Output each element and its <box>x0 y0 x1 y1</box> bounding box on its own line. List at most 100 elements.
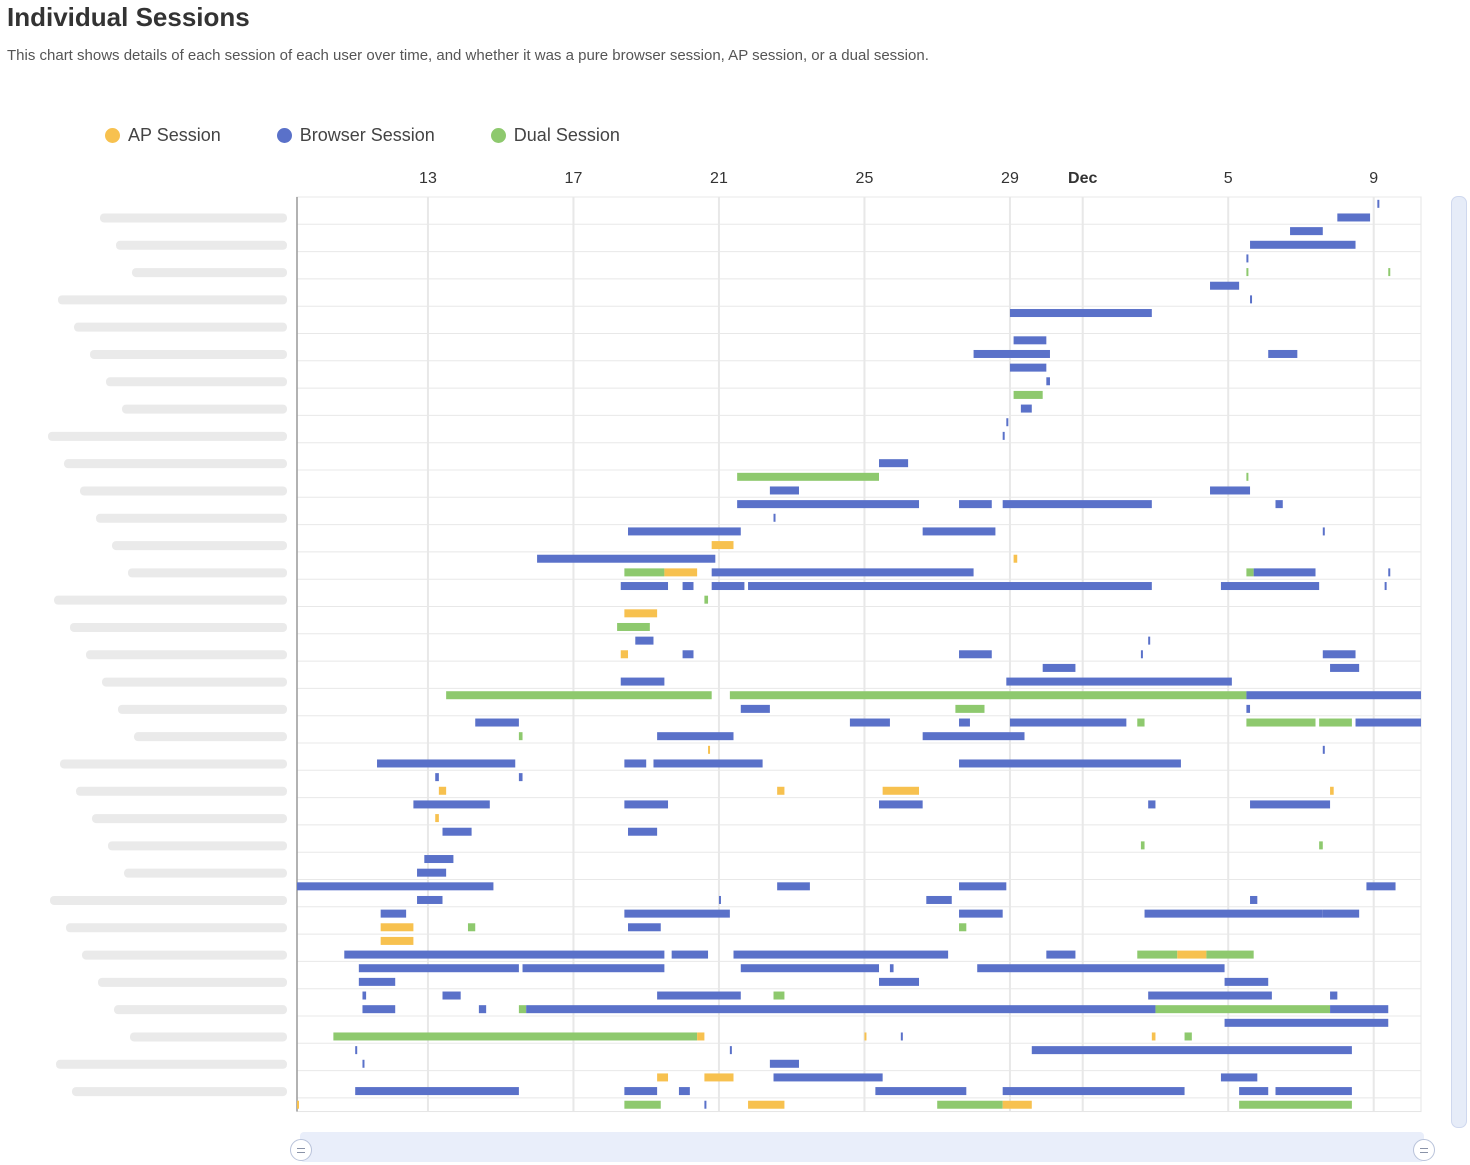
session-bar-browser <box>740 964 880 973</box>
session-bar-browser <box>922 527 996 536</box>
session-bar-browser <box>1322 527 1325 536</box>
row-label-placeholder <box>74 322 287 332</box>
legend-item-dual[interactable]: Dual Session <box>490 125 620 146</box>
row-label-placeholder <box>72 1087 287 1097</box>
session-bar-browser <box>1250 295 1253 304</box>
session-bar-ap <box>1013 554 1018 563</box>
session-bar-browser <box>628 527 741 536</box>
session-bar-dual <box>446 691 712 700</box>
session-bar-browser <box>1002 1087 1185 1096</box>
session-bar-browser <box>1322 909 1360 918</box>
session-bar-browser <box>977 964 1225 973</box>
legend-dot-browser <box>276 128 292 143</box>
legend-item-ap[interactable]: AP Session <box>105 125 221 146</box>
session-bar-browser <box>711 582 745 591</box>
session-bar-browser <box>1330 991 1338 1000</box>
session-bar-browser <box>435 773 439 782</box>
session-bar-browser <box>773 1073 883 1082</box>
row-label-placeholder <box>82 950 287 960</box>
session-bar-browser <box>424 855 454 864</box>
legend-item-browser[interactable]: Browser Session <box>276 125 435 146</box>
session-bar-browser <box>777 882 810 891</box>
session-bar-dual <box>1388 268 1391 277</box>
session-bar-browser <box>1250 240 1356 249</box>
page-subtitle: This chart shows details of each session… <box>7 47 929 64</box>
session-bar-browser <box>1046 377 1050 386</box>
row-label-placeholder <box>58 295 287 305</box>
session-bar-browser <box>900 1032 903 1041</box>
session-bar-dual <box>1246 568 1254 577</box>
session-bar-ap <box>624 609 658 618</box>
session-bar-browser <box>1148 636 1151 645</box>
row-label-placeholder <box>48 431 287 441</box>
session-bar-ap <box>1151 1032 1156 1041</box>
session-bar-browser <box>1337 213 1371 222</box>
session-bar-browser <box>1224 1018 1389 1027</box>
session-bar-browser <box>733 950 949 959</box>
session-bar-browser <box>1330 1005 1389 1014</box>
session-bar-browser <box>442 991 461 1000</box>
session-bar-ap <box>1330 786 1334 795</box>
row-label-placeholder <box>92 814 287 824</box>
session-bar-browser <box>1140 650 1143 659</box>
session-bar-browser <box>879 977 920 986</box>
session-bar-browser <box>1210 486 1251 495</box>
session-bar-browser <box>1322 745 1325 754</box>
session-bar-browser <box>678 1087 690 1096</box>
session-bar-browser <box>358 964 519 973</box>
session-bar-browser <box>879 800 923 809</box>
session-bar-browser <box>1210 281 1240 290</box>
row-label-placeholder <box>98 977 287 987</box>
session-bar-browser <box>1246 691 1421 700</box>
session-bar-browser <box>1046 950 1076 959</box>
session-bar-dual <box>624 568 665 577</box>
session-bar-browser <box>635 636 654 645</box>
session-bar-browser <box>1250 800 1331 809</box>
session-bar-browser <box>526 1005 1156 1014</box>
session-bar-dual <box>937 1100 1003 1109</box>
session-bar-browser <box>1013 336 1047 345</box>
session-bar-browser <box>879 459 909 468</box>
legend-label-ap: AP Session <box>128 125 221 145</box>
session-bar-browser <box>1322 650 1356 659</box>
session-bar-browser <box>1246 704 1251 713</box>
scroll-handle-left[interactable] <box>290 1139 312 1161</box>
session-bar-browser <box>769 486 799 495</box>
session-bar-browser <box>959 759 1181 768</box>
row-label-placeholder <box>118 704 287 714</box>
session-bar-dual <box>773 991 785 1000</box>
scroll-handle-right[interactable] <box>1413 1139 1435 1161</box>
session-bar-browser <box>748 582 1152 591</box>
x-tick-label: 25 <box>856 170 874 187</box>
session-bar-browser <box>959 909 1003 918</box>
row-label-placeholder <box>130 1032 287 1042</box>
legend-dot-ap <box>105 128 120 143</box>
session-bar-browser <box>926 895 952 904</box>
session-bar-dual <box>1013 390 1043 399</box>
session-bar-browser <box>959 718 970 727</box>
session-bar-browser <box>1224 977 1269 986</box>
session-bar-browser <box>657 991 741 1000</box>
session-bar-browser <box>849 718 890 727</box>
session-bar-browser <box>1020 404 1032 413</box>
horizontal-scrollbar[interactable] <box>300 1132 1424 1162</box>
session-bar-browser <box>1148 800 1156 809</box>
session-bar-browser <box>959 882 1007 891</box>
session-bar-browser <box>1042 663 1076 672</box>
row-label-placeholder <box>122 404 287 414</box>
session-bar-browser <box>624 909 730 918</box>
session-bar-browser <box>355 1046 358 1055</box>
row-label-placeholder <box>108 841 287 851</box>
row-label-placeholder <box>56 1059 287 1069</box>
session-bar-browser <box>1366 882 1396 891</box>
session-bar-browser <box>377 759 516 768</box>
session-bar-browser <box>1239 1087 1269 1096</box>
session-bar-browser <box>380 909 407 918</box>
session-bar-dual <box>467 923 476 932</box>
session-bar-browser <box>355 1087 519 1096</box>
session-bar-browser <box>740 704 770 713</box>
row-label-placeholder <box>96 513 287 523</box>
session-bar-browser <box>1246 254 1249 263</box>
session-bar-browser <box>624 1087 658 1096</box>
vertical-scrollbar[interactable] <box>1451 196 1467 1128</box>
